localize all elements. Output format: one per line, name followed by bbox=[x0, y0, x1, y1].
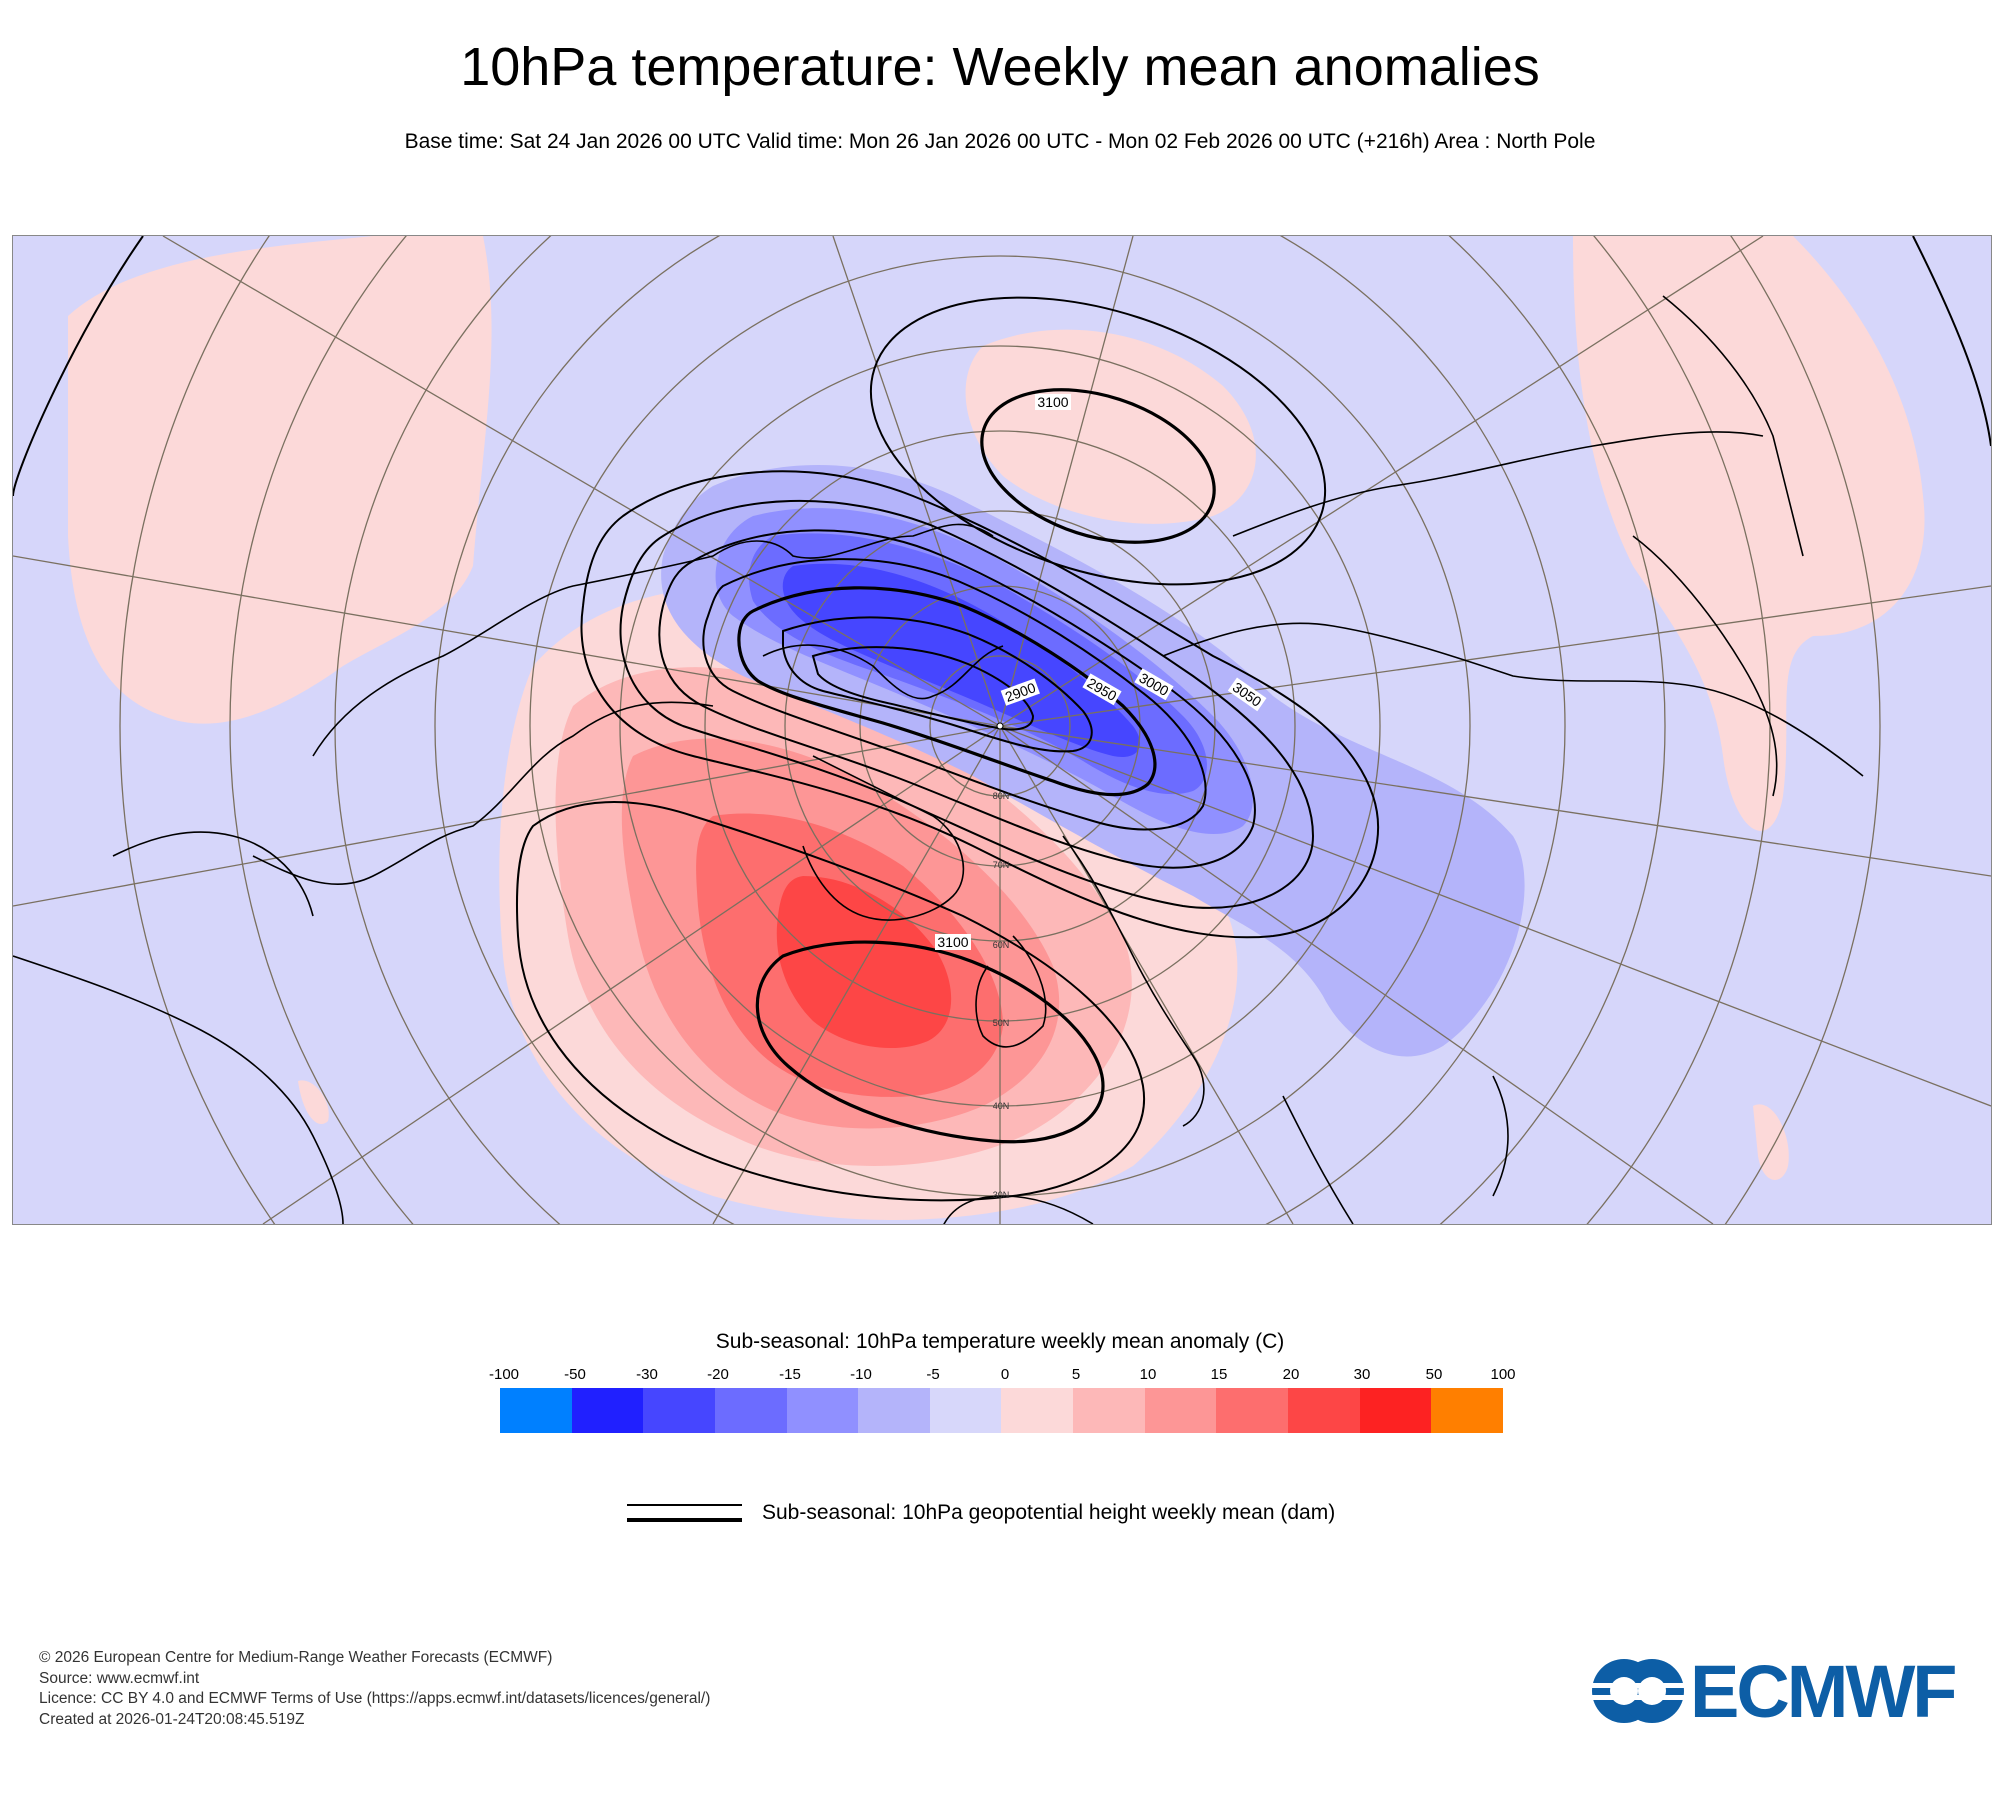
anomaly-pos-west bbox=[68, 236, 492, 724]
colorbar-swatch bbox=[1073, 1388, 1145, 1433]
latitude-label: 70N bbox=[993, 860, 1010, 870]
outer-arcs bbox=[13, 236, 1991, 497]
footer-credits: © 2026 European Centre for Medium-Range … bbox=[39, 1648, 710, 1730]
height-contours bbox=[515, 296, 1379, 1202]
colorbar-swatch bbox=[643, 1388, 715, 1433]
contour-legend-symbol bbox=[627, 1504, 742, 1522]
footer-created: Created at 2026-01-24T20:08:45.519Z bbox=[39, 1710, 305, 1728]
colorbar: -100 -50 -30 -20 -15 -10 -5 0 5 10 15 20… bbox=[489, 1366, 1516, 1436]
latitude-label: 60N bbox=[993, 940, 1010, 950]
chart-subtitle: Base time: Sat 24 Jan 2026 00 UTC Valid … bbox=[404, 130, 1596, 153]
contour-label: 3100 bbox=[937, 934, 968, 950]
footer-licence: Licence: CC BY 4.0 and ECMWF Terms of Us… bbox=[39, 1690, 711, 1707]
colorbar-tick: 10 bbox=[1139, 1366, 1157, 1383]
polar-map: 3100 2900 2950 3000 3050 3100 bbox=[12, 235, 1992, 1225]
anomaly-pos-small-sw bbox=[298, 1080, 329, 1125]
ecmwf-logo-text: ECMWF bbox=[1690, 1650, 1957, 1733]
map-canvas: 3100 2900 2950 3000 3050 3100 bbox=[13, 236, 1991, 1224]
colorbar-swatch bbox=[1288, 1388, 1360, 1433]
latitude-label: 30N bbox=[993, 1190, 1010, 1200]
ecmwf-logo-icon bbox=[1590, 1659, 1685, 1723]
latitude-label-layer: 80N 70N 60N 50N 40N 30N bbox=[993, 791, 1010, 1200]
colorbar-tick: 30 bbox=[1353, 1366, 1371, 1383]
colorbar-tick: 20 bbox=[1282, 1366, 1300, 1383]
colorbar-swatch bbox=[1144, 1388, 1217, 1433]
latitude-label: 80N bbox=[993, 791, 1010, 801]
colorbar-swatch bbox=[714, 1388, 787, 1433]
colorbar-swatches bbox=[500, 1388, 1503, 1433]
anomaly-neg-20 bbox=[782, 563, 1141, 757]
contour-legend-label: Sub-seasonal: 10hPa geopotential height … bbox=[762, 1501, 1336, 1524]
colorbar-tick: -5 bbox=[926, 1366, 940, 1383]
contour-label: 3100 bbox=[1037, 394, 1068, 410]
colorbar-swatch bbox=[1359, 1388, 1432, 1433]
colorbar-tick: -20 bbox=[707, 1366, 729, 1383]
coastlines bbox=[13, 295, 1864, 1224]
footer-source: Source: www.ecmwf.int bbox=[39, 1669, 200, 1687]
colorbar-tick: 100 bbox=[1490, 1366, 1516, 1383]
colorbar-tick: 50 bbox=[1425, 1366, 1443, 1383]
colorbar-tick: -30 bbox=[636, 1366, 658, 1383]
colorbar-swatch bbox=[858, 1388, 930, 1433]
colorbar-title: Sub-seasonal: 10hPa temperature weekly m… bbox=[715, 1330, 1285, 1353]
latitude-label: 50N bbox=[993, 1018, 1010, 1028]
anomaly-pos-northeast bbox=[1573, 236, 1925, 831]
colorbar-tick: -15 bbox=[779, 1366, 801, 1383]
colorbar-tick: -50 bbox=[564, 1366, 586, 1383]
ecmwf-logo: ECMWF bbox=[1590, 1650, 1975, 1733]
footer-copyright: © 2026 European Centre for Medium-Range … bbox=[39, 1649, 553, 1666]
colorbar-tick: -100 bbox=[488, 1366, 520, 1383]
colorbar-swatch bbox=[500, 1388, 572, 1433]
colorbar-swatch bbox=[1431, 1388, 1503, 1433]
colorbar-tick: 5 bbox=[1071, 1366, 1081, 1383]
anomaly-pos-alaska bbox=[965, 329, 1256, 524]
colorbar-tick: -10 bbox=[850, 1366, 872, 1383]
north-pole-marker bbox=[996, 722, 1004, 730]
colorbar-swatch bbox=[929, 1388, 1002, 1433]
meridian-grid bbox=[13, 236, 1991, 1224]
chart-title: 10hPa temperature: Weekly mean anomalies bbox=[460, 37, 1540, 97]
colorbar-swatch bbox=[1001, 1388, 1074, 1433]
colorbar-tick: 15 bbox=[1210, 1366, 1228, 1383]
latitude-label: 40N bbox=[993, 1101, 1010, 1111]
colorbar-swatch bbox=[1216, 1388, 1289, 1433]
colorbar-swatch bbox=[786, 1388, 859, 1433]
colorbar-tick: 0 bbox=[1000, 1366, 1010, 1383]
anomaly-pos-small-ne bbox=[1753, 1104, 1789, 1180]
colorbar-swatch bbox=[571, 1388, 644, 1433]
